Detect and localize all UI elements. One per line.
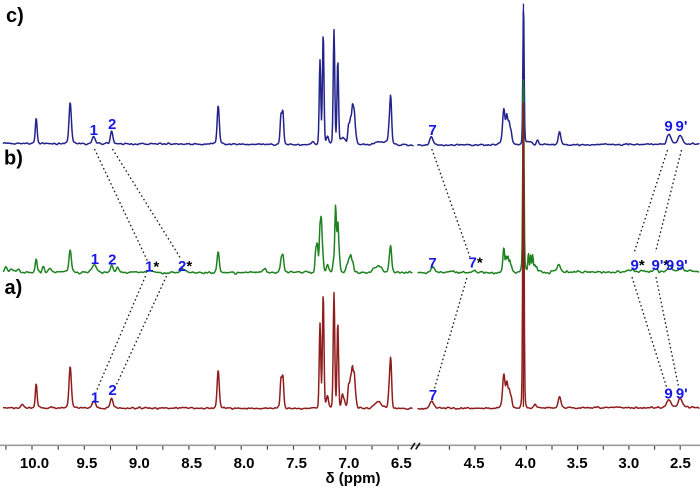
svg-text:9: 9 bbox=[664, 385, 672, 402]
svg-text:7: 7 bbox=[429, 387, 437, 404]
svg-text:1: 1 bbox=[91, 390, 99, 407]
svg-text:1: 1 bbox=[91, 251, 99, 268]
svg-text:1*: 1* bbox=[145, 259, 159, 276]
svg-text:8.5: 8.5 bbox=[181, 455, 202, 472]
svg-text:9': 9' bbox=[676, 385, 688, 402]
svg-text:2: 2 bbox=[108, 116, 116, 133]
svg-text:c): c) bbox=[6, 5, 24, 27]
svg-text:b): b) bbox=[4, 148, 23, 170]
svg-text:9.0: 9.0 bbox=[129, 455, 150, 472]
svg-text:8.0: 8.0 bbox=[234, 455, 255, 472]
svg-text:4.5: 4.5 bbox=[464, 455, 485, 472]
svg-text:9': 9' bbox=[676, 257, 688, 274]
svg-text:2*: 2* bbox=[178, 258, 192, 275]
svg-text:2: 2 bbox=[108, 252, 116, 269]
svg-text:9: 9 bbox=[666, 257, 674, 274]
svg-text:6.5: 6.5 bbox=[391, 455, 412, 472]
svg-text:1: 1 bbox=[90, 122, 98, 139]
svg-text:7.5: 7.5 bbox=[286, 455, 307, 472]
svg-text:10.0: 10.0 bbox=[20, 455, 49, 472]
svg-text:3.5: 3.5 bbox=[567, 455, 588, 472]
svg-text:9*: 9* bbox=[631, 257, 645, 274]
svg-text:9.5: 9.5 bbox=[76, 455, 97, 472]
svg-text:3.0: 3.0 bbox=[618, 455, 639, 472]
svg-text:2.5: 2.5 bbox=[670, 455, 691, 472]
svg-text:9': 9' bbox=[676, 118, 688, 135]
svg-text:4.0: 4.0 bbox=[515, 455, 536, 472]
svg-text:9: 9 bbox=[664, 118, 672, 135]
svg-text:a): a) bbox=[5, 277, 23, 299]
svg-text:9'*: 9'* bbox=[652, 257, 670, 274]
svg-text:7: 7 bbox=[428, 255, 436, 272]
svg-text:7.0: 7.0 bbox=[338, 455, 359, 472]
svg-text:2: 2 bbox=[108, 382, 116, 399]
svg-text:δ (ppm): δ (ppm) bbox=[326, 470, 381, 487]
svg-text:7: 7 bbox=[428, 122, 436, 139]
svg-text:7*: 7* bbox=[469, 254, 483, 271]
